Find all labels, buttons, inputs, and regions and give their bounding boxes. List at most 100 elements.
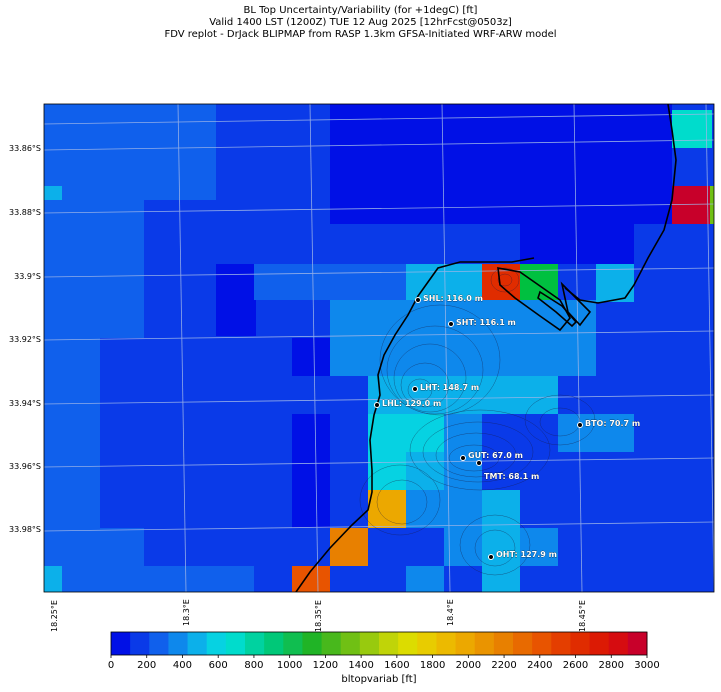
- contour: [359, 464, 441, 536]
- grid-line: [573, 104, 583, 592]
- colorbar-tick-marks: [110, 655, 648, 658]
- breakwater: [537, 290, 578, 328]
- raster-cell: [330, 528, 368, 566]
- lat-label: 33.86°S: [9, 144, 41, 153]
- colorbar-swatch: [245, 632, 265, 655]
- colorbar-swatch: [321, 632, 342, 655]
- title-line-2: Valid 1400 LST (1200Z) TUE 12 Aug 2025 […: [209, 17, 512, 28]
- lat-label: 33.98°S: [9, 525, 41, 534]
- contour: [409, 409, 551, 491]
- colorbar-swatch: [187, 632, 208, 655]
- colorbar-tick-label: 2600: [562, 660, 589, 671]
- colorbar-swatch: [130, 632, 150, 655]
- colorbar-swatch: [455, 632, 476, 655]
- contour: [386, 325, 484, 415]
- colorbar-swatch: [474, 632, 495, 655]
- colorbar-tick-label: 2800: [598, 660, 624, 671]
- lat-label: 33.96°S: [9, 462, 41, 471]
- raster-cell: [330, 104, 672, 224]
- colorbar-swatch: [608, 632, 629, 655]
- contour: [448, 444, 500, 472]
- colorbar-swatch: [570, 632, 591, 655]
- coastline-west: [295, 257, 535, 592]
- raster-cell: [520, 224, 634, 264]
- grid-line: [309, 104, 319, 592]
- station-bto[interactable]: BTO: 70.7 m: [577, 419, 641, 428]
- station-label: SHL: 116.0 m: [423, 294, 483, 303]
- colorbar-tick-label: 1600: [384, 660, 410, 671]
- contour: [490, 267, 520, 293]
- station-shl[interactable]: SHL: 116.0 m: [415, 294, 483, 303]
- colorbar-swatch: [398, 632, 418, 655]
- contour: [422, 421, 534, 483]
- raster-cell: [44, 104, 216, 200]
- grid-line: [177, 104, 187, 592]
- station-label: BTO: 70.7 m: [585, 419, 640, 428]
- coastline-east: [564, 104, 677, 304]
- station-label: SHT: 116.1 m: [456, 318, 516, 327]
- colorbar-tick-label: 2200: [491, 660, 517, 671]
- contour: [393, 343, 467, 413]
- raster-cell: [672, 110, 712, 148]
- raster-cell: [368, 490, 406, 528]
- colorbar-tick-label: 3000: [634, 660, 660, 671]
- raster-cell: [292, 338, 330, 376]
- lat-label: 33.88°S: [9, 208, 41, 217]
- colorbar-tick-label: 1000: [276, 660, 303, 671]
- raster-cell: [558, 414, 634, 452]
- station-label: LHL: 129.0 m: [382, 399, 441, 408]
- colorbar-swatch: [302, 632, 323, 655]
- grid-line: [44, 457, 714, 468]
- colorbar-tick-label: 1200: [312, 660, 339, 671]
- station-lht[interactable]: LHT: 148.7 m: [412, 383, 480, 392]
- colorbar-swatch: [513, 632, 533, 655]
- raster-cell: [634, 224, 672, 264]
- raster-cell: [44, 566, 62, 592]
- station-label: GUT: 67.0 m: [468, 451, 523, 460]
- colorbar-swatch: [283, 632, 303, 655]
- station-lhl[interactable]: LHL: 129.0 m: [374, 399, 442, 408]
- map-frame: [43, 103, 715, 593]
- colorbar-swatches: [111, 632, 648, 655]
- colorbar-tick-label: 2400: [527, 660, 553, 671]
- lat-label: 33.94°S: [9, 399, 41, 408]
- raster-cell: [520, 300, 596, 376]
- colorbar-swatch: [379, 632, 399, 655]
- contour: [497, 273, 513, 287]
- raster-cell: [482, 264, 520, 300]
- raster-cell: [406, 452, 444, 490]
- colorbar-tick-label: 600: [208, 660, 228, 671]
- raster-cell: [482, 414, 558, 452]
- contour: [524, 394, 596, 446]
- raster-cell: [254, 264, 406, 300]
- colorbar-swatch: [493, 632, 514, 655]
- colorbar-swatch: [551, 632, 571, 655]
- station-label: LHT: 148.7 m: [420, 383, 479, 392]
- raster-cell: [520, 528, 558, 566]
- contour: [376, 479, 428, 525]
- raster-cell: [292, 414, 330, 528]
- raster-cell: [216, 264, 256, 336]
- colorbar-label: bltopvariab [ft]: [341, 674, 417, 685]
- stations: SHL: 116.0 m SHT: 116.1 m LHT: 148.7 m L…: [374, 294, 641, 560]
- station-sht[interactable]: SHT: 116.1 m: [448, 318, 516, 327]
- terrain-contours: [359, 267, 596, 576]
- raster-cell: [558, 490, 634, 566]
- harbour-outline: [497, 267, 571, 332]
- grid-line: [44, 203, 714, 214]
- raster-cell: [100, 338, 178, 528]
- map-area: SHL: 116.0 m SHT: 116.1 m LHT: 148.7 m L…: [44, 104, 714, 592]
- raster-cell: [406, 566, 444, 592]
- colorbar-swatch: [589, 632, 610, 655]
- colorbar-swatch: [111, 632, 131, 655]
- raster-cell: [138, 566, 254, 592]
- station-gut[interactable]: GUT: 67.0 m: [460, 451, 523, 461]
- breakwater: [560, 281, 592, 327]
- raster-cell: [710, 186, 714, 224]
- station-label: OHT: 127.9 m: [496, 550, 557, 559]
- station-tmt[interactable]: TMT: 68.1 m: [476, 460, 540, 482]
- station-oht[interactable]: OHT: 127.9 m: [488, 550, 557, 560]
- grid-line: [44, 139, 714, 151]
